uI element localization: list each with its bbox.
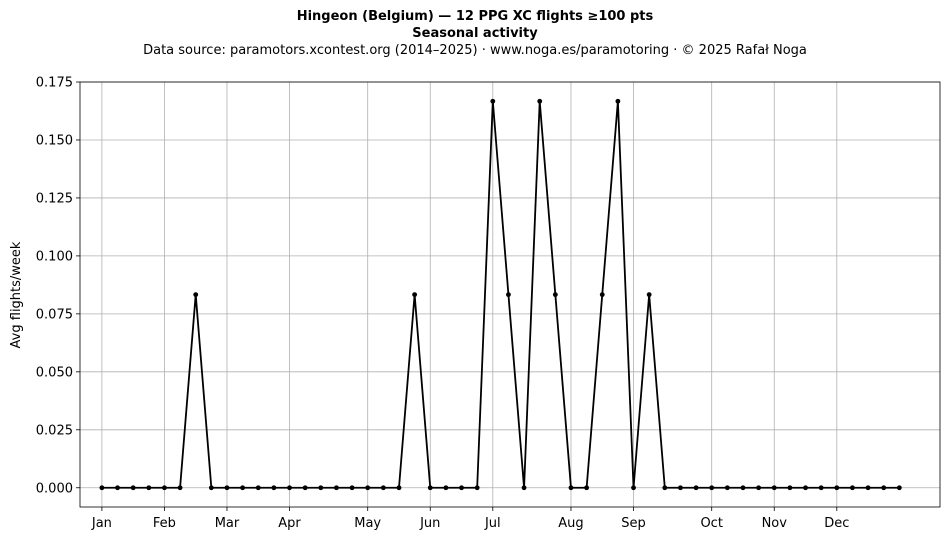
data-point — [302, 485, 308, 491]
chart-source-note: Data source: paramotors.xcontest.org (20… — [143, 43, 807, 58]
data-point — [865, 485, 871, 491]
data-point — [896, 485, 902, 491]
data-point — [396, 485, 402, 491]
chart-titles: Hingeon (Belgium) — 12 PPG XC flights ≥1… — [0, 8, 950, 59]
data-point — [771, 485, 777, 491]
y-tick-label: 0.125 — [36, 191, 73, 206]
data-point — [615, 98, 621, 104]
data-point — [224, 485, 230, 491]
series-layer — [99, 98, 902, 491]
series-line — [101, 100, 900, 489]
x-tick-label: Aug — [558, 516, 583, 531]
data-point — [881, 485, 887, 491]
data-point — [240, 485, 246, 491]
data-point — [115, 485, 120, 491]
data-point — [552, 292, 558, 298]
data-point — [271, 485, 277, 491]
data-point — [380, 485, 386, 491]
y-tick-label: 0.075 — [36, 307, 73, 322]
x-tick-label: Jun — [419, 516, 440, 531]
y-tick-label: 0.000 — [36, 481, 73, 496]
data-point — [427, 485, 433, 491]
y-tick-label: 0.150 — [36, 133, 73, 148]
data-point — [365, 485, 371, 491]
x-tick-label: Dec — [824, 516, 849, 531]
data-point — [208, 485, 214, 491]
data-point — [584, 485, 590, 491]
data-point — [787, 485, 793, 491]
x-tick-label: Nov — [762, 516, 788, 531]
data-point — [255, 485, 261, 491]
data-point — [599, 292, 605, 298]
axes: 0.000 0.025 0.050 0.075 0.100 0.125 0.150 0.175… — [36, 76, 941, 531]
data-point — [443, 485, 449, 491]
data-point — [130, 485, 136, 491]
y-tick-label: 0.100 — [36, 249, 73, 264]
data-point — [177, 485, 183, 491]
data-point — [756, 485, 762, 491]
data-point — [740, 485, 746, 491]
data-point — [318, 485, 324, 491]
data-point — [193, 292, 199, 298]
data-point — [693, 485, 699, 491]
x-tick-label: Mar — [215, 516, 240, 531]
chart-subtitle: Seasonal activity — [412, 26, 538, 41]
data-point — [678, 485, 683, 491]
data-point — [412, 292, 418, 298]
data-point — [490, 98, 496, 104]
data-point — [99, 485, 105, 491]
data-point — [834, 485, 840, 491]
data-point — [506, 292, 511, 298]
x-tick-label: Jul — [484, 516, 501, 531]
y-tick-label: 0.050 — [36, 365, 73, 380]
data-point — [459, 485, 464, 491]
data-point — [662, 485, 668, 491]
x-tick-label: Oct — [700, 516, 722, 531]
x-tick-label: Jan — [91, 516, 112, 531]
data-point — [537, 98, 543, 104]
x-tick-label: Feb — [153, 516, 176, 531]
y-axis-label: Avg flights/week — [9, 241, 24, 348]
data-point — [646, 292, 652, 298]
y-tick-label: 0.025 — [36, 423, 73, 438]
data-point — [474, 485, 480, 491]
y-tick-label: 0.175 — [36, 76, 73, 91]
plot-frame — [79, 81, 941, 508]
chart-title: Hingeon (Belgium) — 12 PPG XC flights ≥1… — [296, 9, 654, 24]
data-point — [146, 485, 152, 491]
data-point — [349, 485, 355, 491]
data-point — [334, 485, 339, 491]
data-point — [631, 485, 636, 491]
data-point — [287, 485, 292, 491]
x-tick-label: Apr — [278, 516, 301, 531]
data-point — [709, 485, 715, 491]
x-tick-label: May — [354, 516, 381, 531]
data-point — [803, 485, 808, 491]
data-point — [818, 485, 824, 491]
data-point — [724, 485, 730, 491]
data-point — [162, 485, 167, 491]
data-point — [568, 485, 574, 491]
data-point — [850, 485, 855, 491]
x-tick-label: Sep — [621, 516, 646, 531]
data-point — [521, 485, 527, 491]
